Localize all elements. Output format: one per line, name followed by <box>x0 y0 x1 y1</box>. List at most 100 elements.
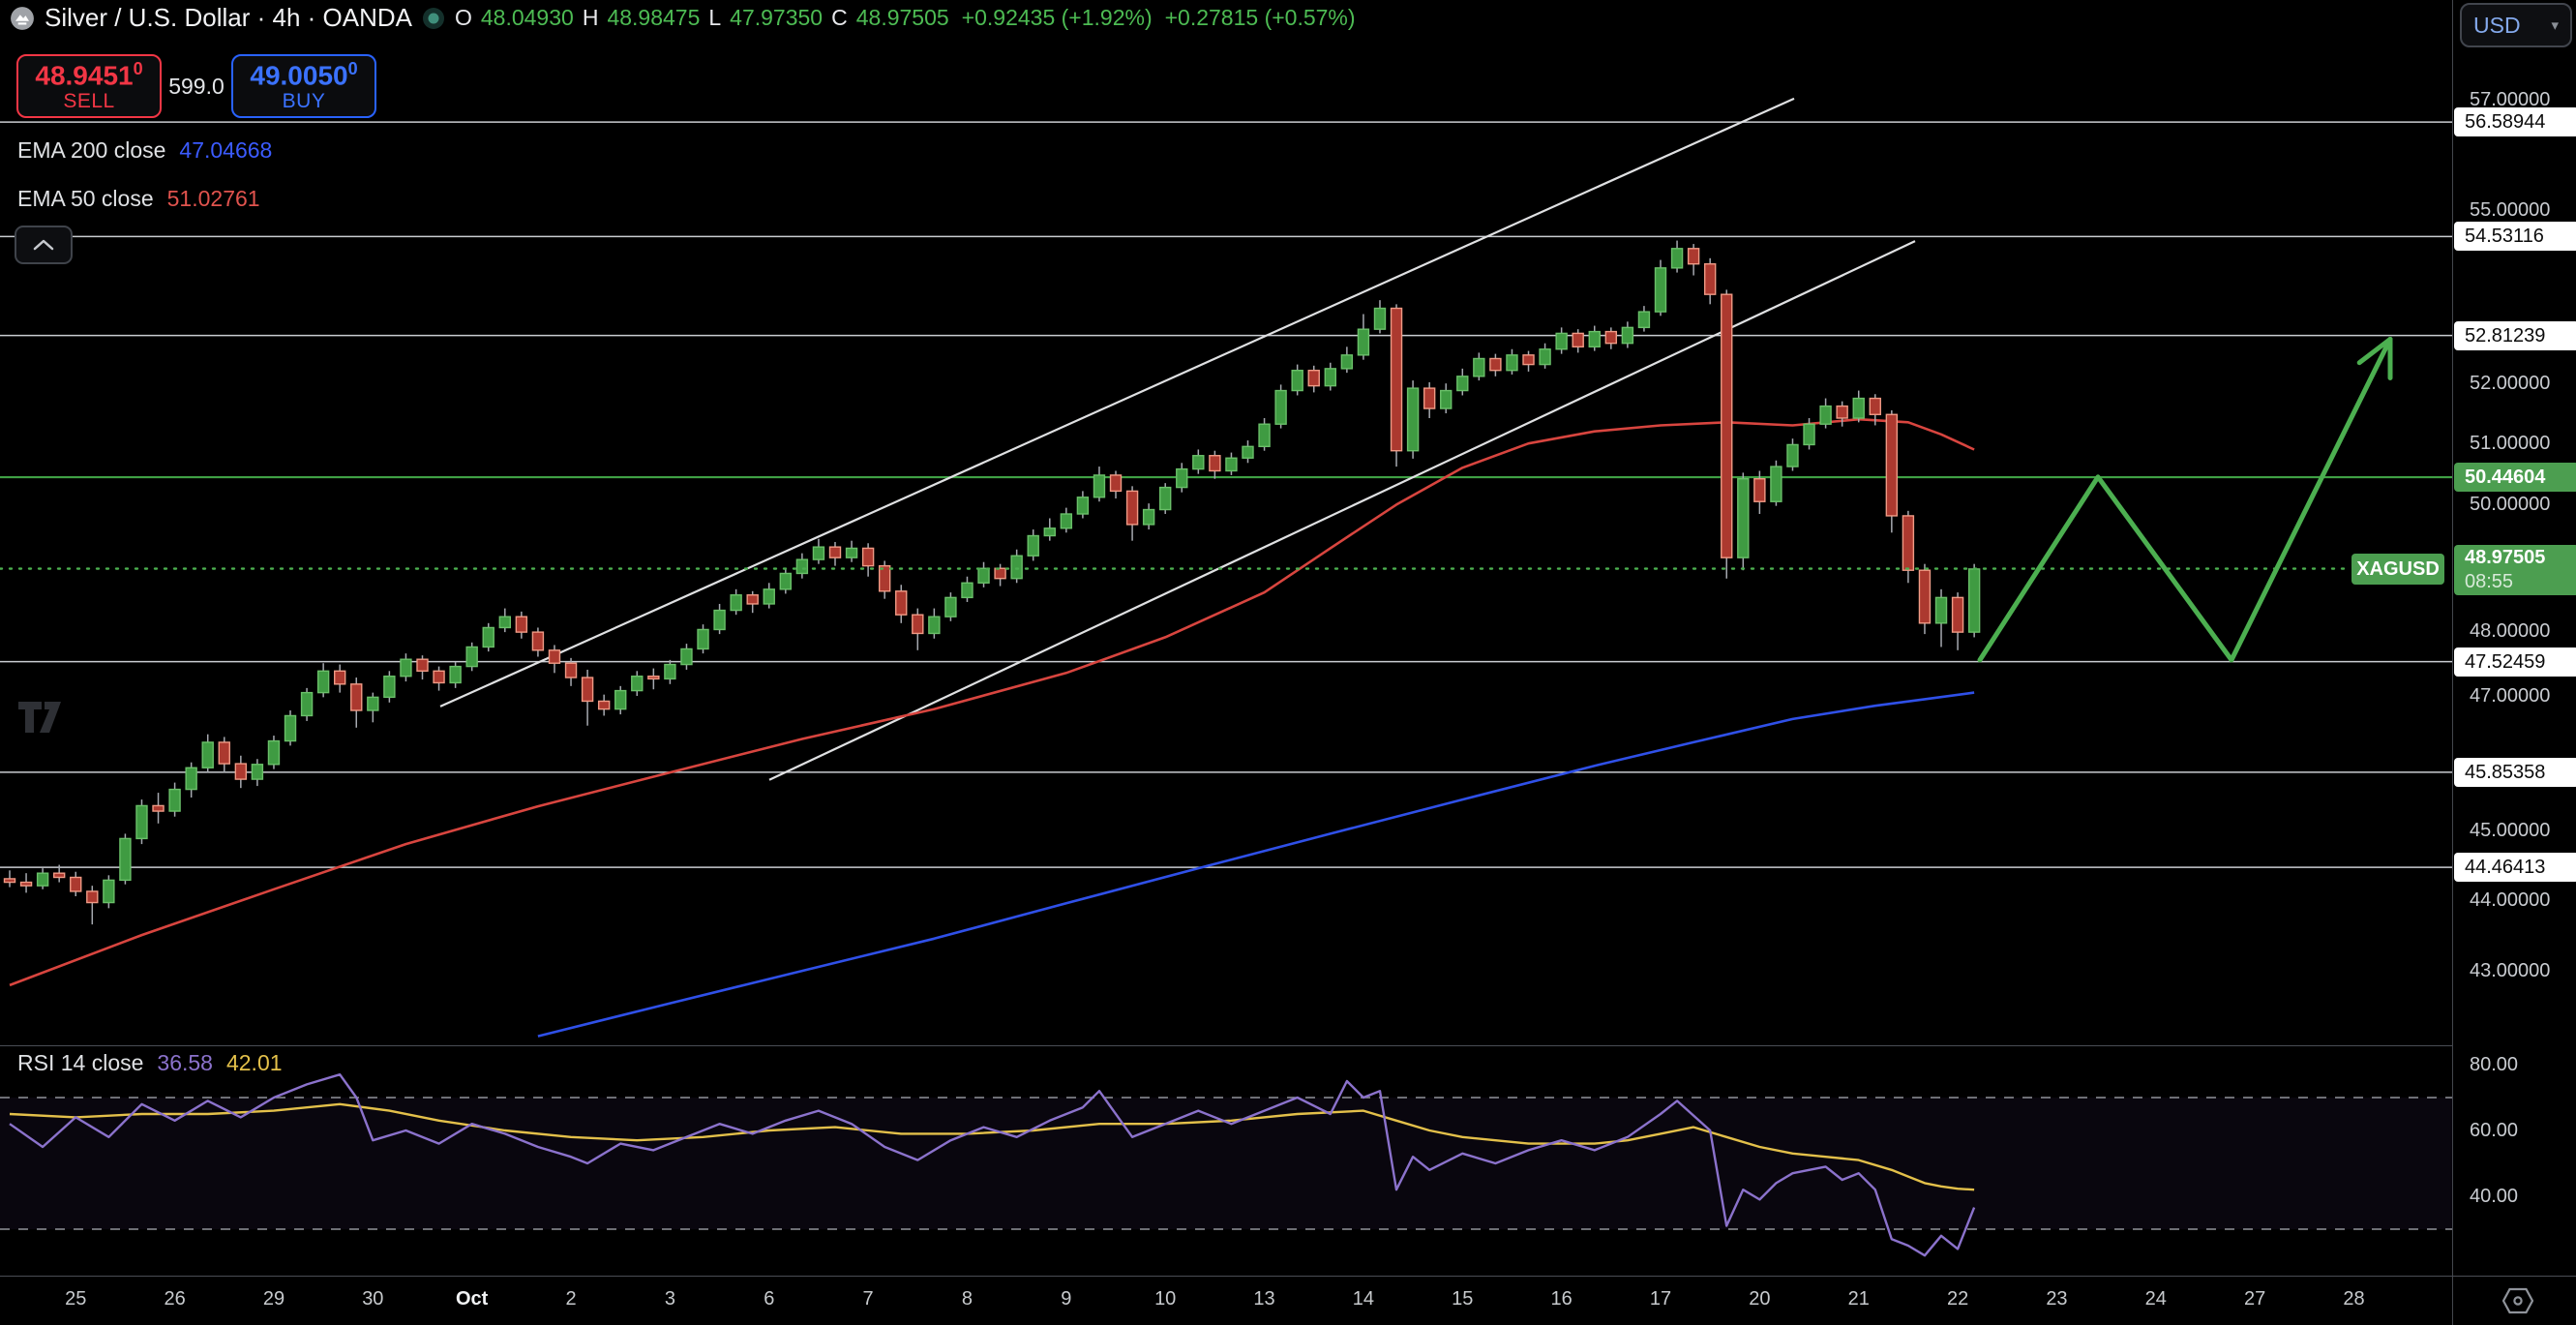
candle-body <box>1440 389 1453 409</box>
candle-body <box>284 714 297 742</box>
candle-body <box>234 763 248 780</box>
candle-body <box>1340 354 1354 370</box>
price-level-badge: 44.46413 <box>2454 853 2576 883</box>
rsi-line <box>9 1073 1976 1257</box>
candle-body <box>1357 328 1370 356</box>
candle-body <box>1588 330 1601 348</box>
price-level-badge: 56.58944 <box>2454 107 2576 137</box>
candle-body <box>1951 596 1964 633</box>
candle-body <box>1142 508 1155 526</box>
candle-body <box>1918 569 1932 624</box>
candle-body <box>119 837 132 882</box>
axis-settings-icon[interactable] <box>2502 1286 2533 1315</box>
price-tick-label: 44.00000 <box>2470 888 2551 911</box>
candle-body <box>1885 413 1899 517</box>
rsi-ma-line <box>9 1102 1975 1191</box>
candle-body <box>1753 478 1766 502</box>
close-label: C <box>831 5 848 30</box>
forecast-arrowhead <box>2356 336 2393 366</box>
candle-body <box>713 609 726 631</box>
candle-body <box>1109 474 1123 493</box>
candle-body <box>597 700 611 710</box>
current-price-badge: 48.97505 08:55 <box>2454 544 2576 595</box>
price-tick-label: 51.00000 <box>2470 433 2551 455</box>
rsi-label: RSI 14 close <box>17 1050 144 1075</box>
candle-body <box>1852 397 1865 419</box>
candle-body <box>845 547 858 558</box>
time-axis-label: 13 <box>1253 1288 1275 1310</box>
candle-body <box>1027 534 1039 557</box>
currency-selector[interactable]: USD ▾ <box>2460 3 2572 47</box>
ema200-value: 47.04668 <box>179 137 273 163</box>
candle-body <box>86 890 99 904</box>
ema200-legend[interactable]: EMA 200 close 47.04668 <box>17 137 272 164</box>
candle-body <box>1209 455 1221 472</box>
trade-panel: 48.94510 SELL 599.0 49.00500 BUY <box>16 54 376 118</box>
candle-body <box>1076 497 1090 515</box>
candle-body <box>367 696 379 711</box>
candle-body <box>1456 376 1469 392</box>
rsi-ma-value: 42.01 <box>225 1050 283 1075</box>
candle-body <box>1406 387 1420 452</box>
candle-body <box>878 564 891 592</box>
candle-body <box>1654 267 1667 313</box>
open-value: 48.04930 <box>480 5 574 30</box>
price-tick-label: 43.00000 <box>2470 960 2551 982</box>
time-axis-label: 9 <box>1061 1288 1072 1310</box>
time-axis[interactable]: 25 26 29 30 Oct 2 3 6 7 8 9 10 13 14 15 16 17 20 21 22 23 24 2… <box>0 1276 2576 1325</box>
candle-body <box>1522 354 1535 366</box>
silver-coin-icon <box>10 6 35 31</box>
candle-body <box>251 764 264 780</box>
sell-button[interactable]: 48.94510 SELL <box>16 54 162 118</box>
candle-body <box>52 872 66 879</box>
candle-body <box>465 646 478 668</box>
candle-body <box>300 691 314 717</box>
candle-body <box>1060 513 1073 529</box>
trend-channel-line <box>439 97 1795 708</box>
symbol-title[interactable]: Silver / U.S. Dollar · 4h · OANDA <box>45 3 412 32</box>
candle-body <box>994 567 1006 580</box>
price-level-badge: 54.53116 <box>2454 222 2576 252</box>
pane-separator[interactable] <box>0 1045 2576 1046</box>
buy-button[interactable]: 49.00500 BUY <box>231 54 376 118</box>
price-chart[interactable] <box>0 0 2452 1276</box>
candle-body <box>1539 348 1551 366</box>
rsi-legend[interactable]: RSI 14 close 36.58 42.01 <box>17 1050 283 1076</box>
candle-body <box>1819 405 1832 425</box>
price-tick-label: 50.00000 <box>2470 494 2551 516</box>
candle-body <box>103 879 115 904</box>
candle-body <box>828 546 842 558</box>
candle-body <box>1373 307 1387 330</box>
candle-body <box>895 590 908 616</box>
candle-body <box>1390 307 1403 452</box>
candle-body <box>1621 326 1634 345</box>
candle-body <box>1225 457 1238 472</box>
candle-body <box>697 628 709 650</box>
ema50-legend[interactable]: EMA 50 close 51.02761 <box>17 186 260 212</box>
candle-body <box>218 741 230 765</box>
candle-body <box>1291 369 1303 392</box>
price-tick-label: 47.00000 <box>2470 685 2551 707</box>
candle-body <box>1010 555 1023 580</box>
price-axis[interactable]: 57.00000 55.00000 52.00000 51.00000 50.00000… <box>2452 0 2576 1276</box>
candle-body <box>36 872 49 887</box>
price-tick-label: 45.00000 <box>2470 819 2551 841</box>
candle-body <box>1803 423 1815 446</box>
time-axis-label: 7 <box>862 1288 874 1310</box>
ema200-line <box>537 691 1975 1038</box>
candle-body <box>1473 357 1485 377</box>
change-percent: +0.27815 (+0.57%) <box>1164 5 1356 30</box>
collapse-legend-button[interactable] <box>15 226 73 264</box>
candle-body <box>1604 330 1618 345</box>
candle-body <box>581 677 594 703</box>
candle-body <box>1786 443 1799 467</box>
rsi-tick-label: 60.00 <box>2470 1120 2519 1141</box>
candle-body <box>631 675 644 692</box>
candle-body <box>400 658 412 678</box>
candle-body <box>1670 248 1684 269</box>
time-axis-label: 24 <box>2144 1288 2167 1310</box>
candle-body <box>350 683 363 711</box>
candle-body <box>1093 474 1106 498</box>
candle-body <box>730 594 742 612</box>
candle-body <box>763 588 775 605</box>
